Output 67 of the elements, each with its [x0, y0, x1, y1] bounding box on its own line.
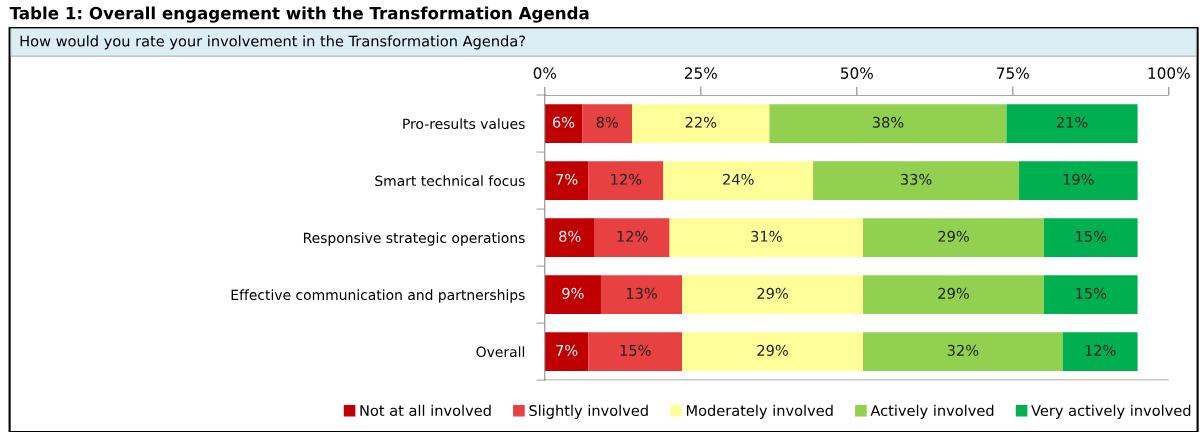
bar — [663, 161, 814, 200]
data-label: 9% — [562, 287, 584, 299]
data-label: 13% — [626, 287, 657, 299]
data-label: 12% — [611, 173, 642, 185]
data-label: 15% — [620, 344, 651, 356]
bar — [1062, 332, 1138, 372]
bar — [594, 218, 670, 257]
data-label: 12% — [1085, 344, 1116, 356]
x-tick-label: 100% — [1148, 67, 1190, 79]
data-label: 33% — [900, 173, 932, 185]
bar — [813, 161, 1020, 200]
data-label: 31% — [751, 230, 782, 242]
text: Table 1: Overall engagement with the Transformation Agenda — [9, 6, 589, 23]
text: How would you rate your involvement in the Transformation Agenda? — [20, 35, 525, 50]
data-label: 38% — [872, 116, 904, 128]
legend-label: Slightly involved — [529, 404, 648, 419]
data-label: 19% — [1063, 173, 1094, 185]
data-label: 6% — [552, 116, 575, 128]
bar — [863, 332, 1063, 372]
y-tick-label: Responsive strategic operations — [303, 232, 525, 246]
bar — [682, 275, 864, 315]
y-tick-label: Pro-results values — [403, 118, 525, 130]
bar — [1044, 218, 1138, 257]
data-label: 29% — [757, 344, 788, 356]
data-label: 12% — [617, 230, 648, 242]
bar — [863, 275, 1044, 315]
bar — [669, 218, 864, 257]
bar — [588, 332, 683, 372]
x-tick-label: 75% — [997, 67, 1029, 79]
data-label: 22% — [685, 116, 717, 128]
bar — [588, 161, 664, 200]
legend-label: Actively involved — [870, 404, 994, 419]
bar — [1019, 161, 1138, 200]
legend-label: Not at all involved — [360, 404, 491, 417]
x-tick-label: 50% — [841, 67, 873, 79]
data-label: 29% — [938, 287, 969, 299]
bar — [769, 104, 1007, 143]
data-label: 29% — [757, 287, 788, 299]
y-tick-label: Overall — [476, 346, 525, 358]
data-label: 32% — [947, 344, 979, 356]
data-label: 24% — [723, 173, 754, 185]
data-label: 29% — [938, 230, 969, 242]
bar — [582, 104, 633, 143]
data-label: 21% — [1056, 116, 1088, 128]
bar — [544, 332, 589, 372]
bar — [632, 104, 770, 143]
data-label: 8% — [596, 116, 618, 128]
data-label: 7% — [556, 344, 578, 356]
legend-label: Moderately involved — [686, 404, 833, 419]
data-label: 15% — [1076, 287, 1107, 299]
data-label: 15% — [1076, 230, 1107, 242]
bar — [544, 161, 589, 200]
bar — [863, 218, 1044, 257]
data-label: 7% — [556, 173, 578, 185]
data-label: 8% — [559, 230, 581, 242]
bar — [544, 275, 601, 315]
x-tick-label: 25% — [684, 67, 717, 79]
y-tick-label: Smart technical focus — [375, 175, 525, 187]
bar — [544, 104, 583, 143]
bar — [600, 275, 683, 315]
bar — [544, 218, 595, 257]
bar — [1006, 104, 1138, 143]
bar — [682, 332, 864, 372]
bar — [1044, 275, 1138, 315]
y-tick-label: Effective communication and partnerships — [231, 289, 525, 303]
x-tick-label: 0% — [533, 67, 557, 79]
legend-label: Very actively involved — [1031, 404, 1191, 419]
